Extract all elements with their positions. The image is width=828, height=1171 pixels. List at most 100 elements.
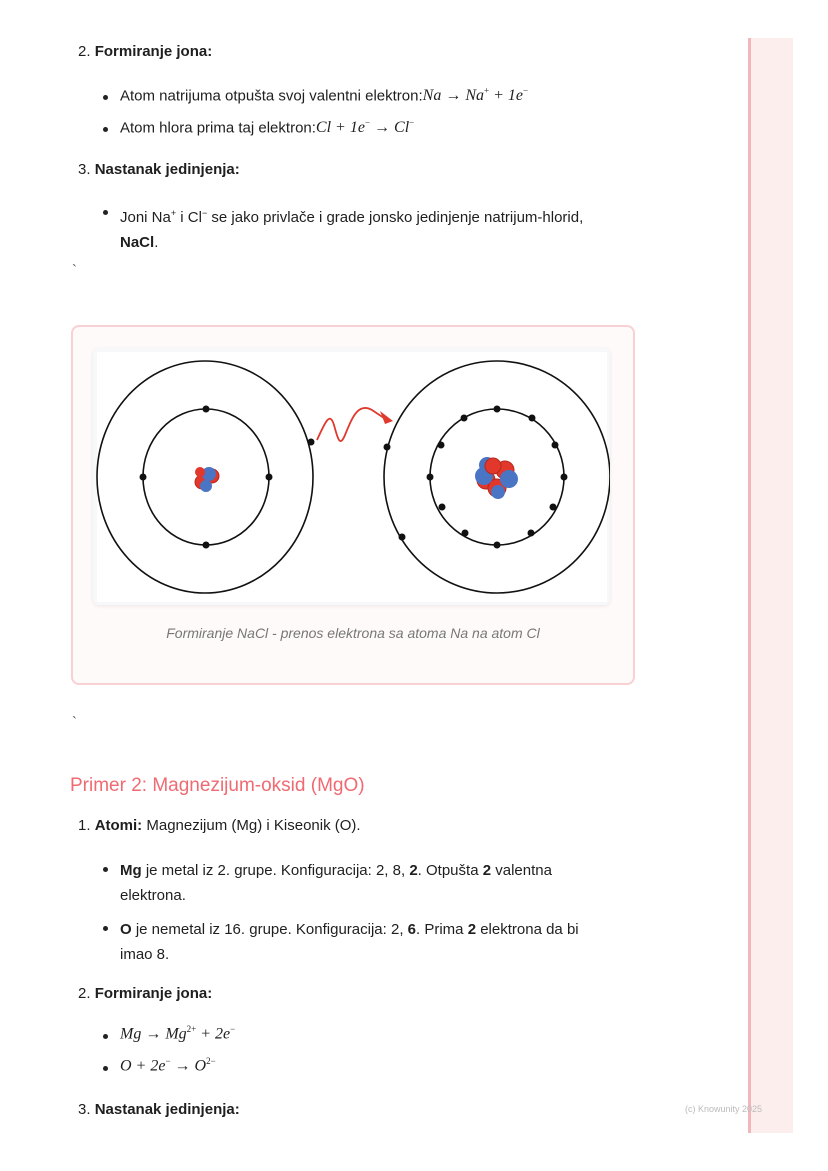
page-margin-strip xyxy=(748,38,793,1133)
list-item: Joni Na+ i Cl− se jako privlače i grade … xyxy=(120,201,583,255)
stray-backtick: ` xyxy=(72,262,77,279)
cl-nucleus xyxy=(475,457,518,499)
na-outer-shell xyxy=(96,360,314,594)
eq-part: → Cl xyxy=(370,119,410,137)
electron xyxy=(460,414,468,422)
electron xyxy=(139,473,147,481)
eq-part: Na → Na xyxy=(422,87,484,105)
list-item: Atom natrijuma otpušta svoj valentni ele… xyxy=(120,86,528,105)
bullet-icon xyxy=(103,127,108,132)
diagram-background xyxy=(97,352,607,602)
step-title: Nastanak jedinjenja: xyxy=(94,161,240,178)
step-title: Formiranje jona: xyxy=(94,985,213,1002)
eq-part: + 1e xyxy=(489,87,523,105)
item-text: Joni Na xyxy=(120,209,171,226)
electron xyxy=(560,473,568,481)
item-text: valentna xyxy=(491,862,552,879)
item-text: se jako privlače i grade jonsko jedinjen… xyxy=(207,209,584,226)
bold-text: 2 xyxy=(409,862,418,879)
bold-text: 2 xyxy=(482,862,492,879)
electron xyxy=(461,529,469,537)
neutron xyxy=(200,480,212,492)
step-atomi: 1. Atomi: Magnezijum (Mg) i Kiseonik (O)… xyxy=(78,817,361,834)
cl-electrons xyxy=(383,405,568,549)
electron xyxy=(383,443,391,451)
eq-part: Cl + 1e xyxy=(315,119,365,137)
item-text: Atom hlora prima taj elektron: xyxy=(120,119,316,137)
stray-backtick: ` xyxy=(72,714,77,731)
item-text: je metal iz 2. grupe. Konfiguracija: 2, … xyxy=(141,862,410,879)
eq-sup: 2+ xyxy=(186,1024,197,1034)
sup: − xyxy=(201,208,208,218)
electron xyxy=(426,473,434,481)
step-nastanak: 3. Nastanak jedinjenja: xyxy=(78,161,240,178)
bullet-icon xyxy=(103,926,108,931)
electron xyxy=(493,541,501,549)
eq-part: O + 2e xyxy=(120,1057,166,1075)
item-text: . Prima xyxy=(416,921,468,938)
eq-sup: − xyxy=(364,118,371,128)
bold-text: Mg xyxy=(120,862,142,879)
eq-sup: − xyxy=(409,118,415,128)
bold-text: 2 xyxy=(467,921,477,938)
item-text: . xyxy=(154,234,159,251)
electron xyxy=(549,503,557,511)
list-item: O je nemetal iz 16. grupe. Konfiguracija… xyxy=(120,917,579,967)
electron xyxy=(493,405,501,413)
electron xyxy=(528,414,536,422)
arrow-head-icon xyxy=(380,411,393,424)
electron xyxy=(551,441,559,449)
eq-sup: − xyxy=(230,1024,236,1034)
transfer-arrow xyxy=(316,407,385,442)
bold-text: Atomi: xyxy=(94,817,143,834)
list-item: Atom hlora prima taj elektron:Cl + 1e− →… xyxy=(120,118,414,137)
equation: Na → Na+ + 1e− xyxy=(422,86,528,105)
bullet-icon xyxy=(103,1066,108,1071)
list-number: 3. xyxy=(78,1101,91,1118)
eq-part: Mg → Mg xyxy=(120,1025,187,1043)
electron xyxy=(527,529,535,537)
section-heading: Primer 2: Magnezijum-oksid (MgO) xyxy=(70,775,365,796)
bullet-icon xyxy=(103,95,108,100)
eq-sup: + xyxy=(484,86,490,96)
na-electrons xyxy=(139,405,315,549)
neutron xyxy=(500,470,518,488)
neutron xyxy=(491,485,505,499)
list-number: 3. xyxy=(78,161,91,178)
equation: Cl + 1e− → Cl− xyxy=(315,118,415,137)
bullet-icon xyxy=(103,867,108,872)
item-text: i Cl xyxy=(176,209,202,226)
step-formiranje-jona-2: 2. Formiranje jona: xyxy=(78,985,212,1002)
step-title: Nastanak jedinjenja: xyxy=(94,1101,240,1118)
na-nucleus xyxy=(194,467,220,492)
nacl-electron-transfer-diagram xyxy=(96,352,611,602)
sup: + xyxy=(170,208,177,218)
figure-caption: Formiranje NaCl - prenos elektrona sa at… xyxy=(166,625,540,641)
copyright-footer: (c) Knowunity 2025 xyxy=(685,1104,763,1114)
item-text: je nemetal iz 16. grupe. Konfiguracija: … xyxy=(131,921,408,938)
electron xyxy=(437,441,445,449)
equation-o: O + 2e− → O2− xyxy=(120,1056,216,1075)
electron xyxy=(265,473,273,481)
electron xyxy=(307,438,315,446)
list-number: 2. xyxy=(78,43,91,60)
bold-text: 6 xyxy=(407,921,417,938)
item-text: Magnezijum (Mg) i Kiseonik (O). xyxy=(142,817,361,834)
eq-sup: 2− xyxy=(206,1056,216,1066)
electron xyxy=(202,541,210,549)
bold-text: NaCl xyxy=(120,234,155,251)
item-text: elektrona da bi xyxy=(476,921,579,938)
item-text: . Otpušta xyxy=(417,862,483,879)
item-text: Atom natrijuma otpušta svoj valentni ele… xyxy=(120,87,423,105)
equation-mg: Mg → Mg2+ + 2e− xyxy=(120,1024,235,1043)
bold-text: O xyxy=(120,921,132,938)
electron xyxy=(398,533,406,541)
list-number: 1. xyxy=(78,817,91,834)
item-text: imao 8. xyxy=(120,946,170,963)
eq-part: + 2e xyxy=(196,1025,231,1043)
eq-part: → O xyxy=(170,1057,207,1075)
electron xyxy=(438,503,446,511)
proton xyxy=(195,467,205,477)
list-item: Mg je metal iz 2. grupe. Konfiguracija: … xyxy=(120,858,552,908)
step-formiranje-jona: 2. Formiranje jona: xyxy=(78,43,212,60)
